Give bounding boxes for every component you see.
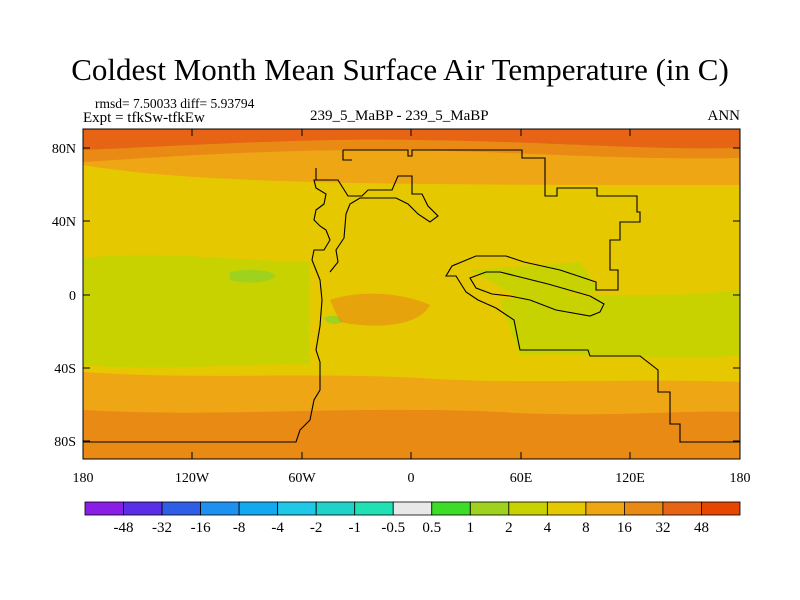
- colorbar-label: -1: [348, 520, 361, 536]
- pangaea-coastline: [343, 149, 740, 443]
- colorbar-swatch: [469, 501, 510, 516]
- colorbar-swatch: [200, 501, 240, 516]
- x-tick-label: 180: [73, 471, 94, 486]
- field-cool-patch: [230, 269, 276, 283]
- field-north-polar: [83, 129, 740, 150]
- colorbar-swatch: [277, 501, 317, 516]
- x-tick-label: 120E: [615, 471, 645, 486]
- colorbar-swatch: [84, 501, 124, 516]
- x-tick-label: 0: [408, 471, 415, 486]
- colorbar-swatch: [238, 501, 279, 516]
- field-tropics-west: [83, 255, 310, 368]
- season-label: ANN: [707, 108, 741, 124]
- colorbar-swatch: [354, 501, 394, 516]
- tethys-inner-coastline: [469, 271, 605, 317]
- colorbar-label: -4: [271, 520, 284, 536]
- colorbar-label: 2: [505, 520, 513, 536]
- colorbar-label: -48: [114, 520, 134, 536]
- x-axis: 180 120W 60W 0 60E 120E 180: [73, 129, 751, 486]
- colorbar-swatch: [161, 501, 201, 516]
- y-tick-label: 0: [69, 289, 76, 304]
- y-tick-label: 40N: [52, 215, 76, 230]
- x-tick-label: 60E: [510, 471, 533, 486]
- pangaea-west-coastline: [83, 175, 439, 443]
- x-tick-label: 60W: [288, 471, 316, 486]
- x-tick-label: 180: [730, 471, 751, 486]
- colorbar-label: 4: [544, 520, 552, 536]
- y-tick-label: 80N: [52, 142, 76, 157]
- colorbar-label: -32: [152, 520, 172, 536]
- colorbar-label: -0.5: [381, 520, 405, 536]
- colorbar-swatch: [431, 501, 471, 516]
- colorbar-label: 1: [467, 520, 475, 536]
- field-tropics-east: [500, 290, 740, 358]
- colorbar-swatch: [585, 501, 625, 516]
- north-indent-coastline: [315, 150, 352, 180]
- colorbar-swatch: [701, 501, 741, 516]
- stats-text: rmsd= 7.50033 diff= 5.93794: [95, 96, 255, 111]
- colorbar-label: 48: [694, 520, 709, 536]
- colorbar-label: 16: [617, 520, 633, 536]
- field-cool-patch-2: [324, 315, 343, 325]
- colorbar-swatch: [624, 501, 664, 516]
- x-tick-label: 120W: [175, 471, 210, 486]
- y-tick-label: 40S: [54, 362, 76, 377]
- chart-title: Coldest Month Mean Surface Air Temperatu…: [71, 52, 729, 87]
- field-south-highlat: [83, 409, 740, 459]
- colorbar-swatch: [508, 501, 548, 516]
- colorbar-label: 8: [582, 520, 590, 536]
- colorbar: -48 -32 -16 -8 -4 -2 -1 -0.5 0.5 1 2 4 8 16 32 48: [84, 501, 741, 536]
- coastlines: [83, 149, 740, 443]
- y-tick-label: 80S: [54, 435, 76, 450]
- experiment-label: Expt = tfkSw-tfkEw: [83, 110, 205, 126]
- colorbar-swatch: [123, 501, 163, 516]
- colorbar-label: 32: [655, 520, 670, 536]
- colorbar-label: -8: [233, 520, 246, 536]
- temperature-field: [83, 129, 740, 459]
- field-continent-warm: [330, 293, 430, 326]
- colorbar-label: -16: [191, 520, 211, 536]
- colorbar-label: 0.5: [422, 520, 441, 536]
- colorbar-swatch: [315, 501, 356, 516]
- colorbar-swatch: [546, 501, 587, 516]
- colorbar-swatch: [662, 501, 702, 516]
- center-subtitle: 239_5_MaBP - 239_5_MaBP: [310, 108, 489, 124]
- y-axis: 80N 40N 0 40S 80S: [52, 142, 740, 450]
- colorbar-swatch: [392, 501, 433, 516]
- colorbar-label: -2: [310, 520, 323, 536]
